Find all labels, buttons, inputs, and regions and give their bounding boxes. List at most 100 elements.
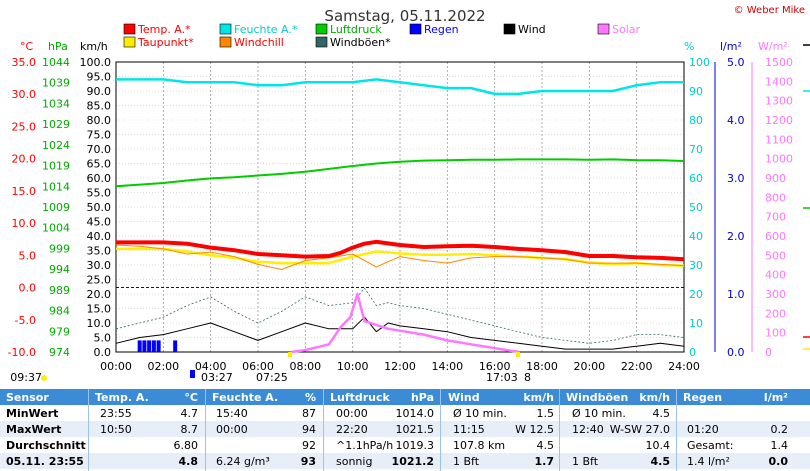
tick-temp: 0.0: [19, 282, 37, 295]
tick-time: 16:00: [479, 360, 511, 373]
column-divider: [205, 389, 206, 471]
tick-solar: 500: [765, 249, 786, 262]
tick-wind: 75.0: [87, 129, 112, 142]
unit-solar: W/m²: [758, 40, 788, 53]
copyright: © Weber Mike: [734, 5, 805, 16]
column-divider: [440, 389, 441, 471]
tick-time: 04:00: [195, 360, 227, 373]
series-feuchtea: [116, 78, 684, 96]
legend-swatch: [597, 23, 610, 35]
table-cell: 23:55: [100, 407, 132, 420]
tick-rain: 5.0: [727, 56, 745, 69]
unit-hum: %: [684, 40, 694, 53]
legend-label: Feuchte A.*: [234, 23, 298, 36]
tick-solar: 800: [765, 191, 786, 204]
tick-rain: 1.0: [727, 288, 745, 301]
column-divider: [559, 389, 560, 471]
legend-swatch: [315, 36, 328, 48]
tick-hum: 10: [689, 317, 703, 330]
tick-temp: 25.0: [12, 120, 37, 133]
table-cell: Ø 10 min.: [572, 407, 626, 420]
sun-icon: [41, 375, 47, 381]
table-cell: 1.4 l/m²: [687, 455, 730, 468]
table-cell: Ø 10 min.: [453, 407, 507, 420]
tick-press: 994: [49, 263, 70, 276]
tick-wind: 20.0: [87, 288, 112, 301]
column-divider: [323, 389, 324, 471]
legend-label: Taupunkt*: [137, 36, 194, 49]
tick-solar: 600: [765, 230, 786, 243]
tick-rain: 2.0: [727, 230, 745, 243]
tick-wind: 65.0: [87, 158, 112, 171]
tick-time: 20:00: [573, 360, 605, 373]
tick-hum: 80: [689, 114, 703, 127]
tick-solar: 200: [765, 307, 786, 320]
legend-label: Regen: [424, 23, 459, 36]
tick-hum: 0: [689, 346, 696, 359]
tick-press: 974: [49, 346, 70, 359]
legend-label: Solar: [612, 23, 641, 36]
tick-hum: 60: [689, 172, 703, 185]
table-cell: 93: [300, 455, 316, 468]
unit-press: hPa: [48, 40, 68, 53]
tick-wind: 80.0: [87, 114, 112, 127]
tick-rain: 4.0: [727, 114, 745, 127]
tick-hum: 70: [689, 143, 703, 156]
column-divider: [676, 389, 677, 471]
tick-press: 1029: [42, 118, 70, 131]
table-cell: 107.8 km: [453, 439, 506, 452]
tick-wind: 40.0: [87, 230, 112, 243]
row-label: MinWert: [6, 407, 59, 420]
table-header: Windböen: [566, 391, 629, 404]
rain-bar: [147, 340, 152, 352]
sunset-label: 17:03: [486, 371, 518, 384]
table-cell: 1 Bft: [572, 455, 599, 468]
tick-press: 1039: [42, 77, 70, 90]
tick-wind: 30.0: [87, 259, 112, 272]
tick-time: 06:00: [242, 360, 274, 373]
tick-press: 1034: [42, 97, 70, 110]
plot-frame: [115, 61, 685, 353]
moonrise-label: 03:27: [201, 371, 233, 384]
tick-hum: 90: [689, 85, 703, 98]
tick-time: 18:00: [526, 360, 558, 373]
tick-time: 22:00: [621, 360, 653, 373]
tick-wind: 95.0: [87, 71, 112, 84]
tick-wind: 25.0: [87, 274, 112, 287]
table-cell: sonnig: [336, 455, 373, 468]
table-cell: 22:20: [336, 423, 368, 436]
sunset-marker: [516, 352, 520, 357]
tick-wind: 0.0: [94, 346, 112, 359]
tick-press: 999: [49, 242, 70, 255]
series-tempa: [116, 239, 685, 262]
table-cell: 10.4: [645, 439, 671, 452]
table-header: km/h: [639, 391, 670, 404]
table-cell: 94: [302, 423, 316, 436]
tick-solar: 700: [765, 211, 786, 224]
table-header: Regen: [683, 391, 723, 404]
weather-chart: Samstag, 05.11.2022 © Weber Mike Temp. A.*…: [8, 5, 810, 384]
tick-wind: 100.0: [80, 56, 112, 69]
table-cell: 1021.5: [395, 423, 435, 436]
tick-time: 12:00: [384, 360, 416, 373]
tick-solar: 900: [765, 172, 786, 185]
rain-bar: [151, 340, 156, 352]
tick-temp: 35.0: [12, 56, 37, 69]
table-header: Luftdruck: [330, 391, 390, 404]
unit-wind: km/h: [80, 40, 108, 53]
table-header: %: [304, 391, 316, 404]
tick-solar: 1300: [765, 95, 793, 108]
tick-wind: 55.0: [87, 187, 112, 200]
sunrise-marker: [288, 352, 292, 357]
rain-bar: [142, 340, 147, 352]
column-divider: [88, 389, 89, 471]
legend-label: Windchill: [234, 36, 284, 49]
tick-wind: 50.0: [87, 201, 112, 214]
table-cell: 15:40: [216, 407, 248, 420]
legend-label: Temp. A.*: [137, 23, 191, 36]
tick-wind: 60.0: [87, 172, 112, 185]
table-cell: 10:50: [100, 423, 132, 436]
table-cell: 0.0: [768, 455, 789, 468]
chart-title: Samstag, 05.11.2022: [324, 7, 485, 25]
statistics-table: Sensor Temp. A. °C Feuchte A.% Luftdruck hPa W…: [0, 389, 810, 471]
